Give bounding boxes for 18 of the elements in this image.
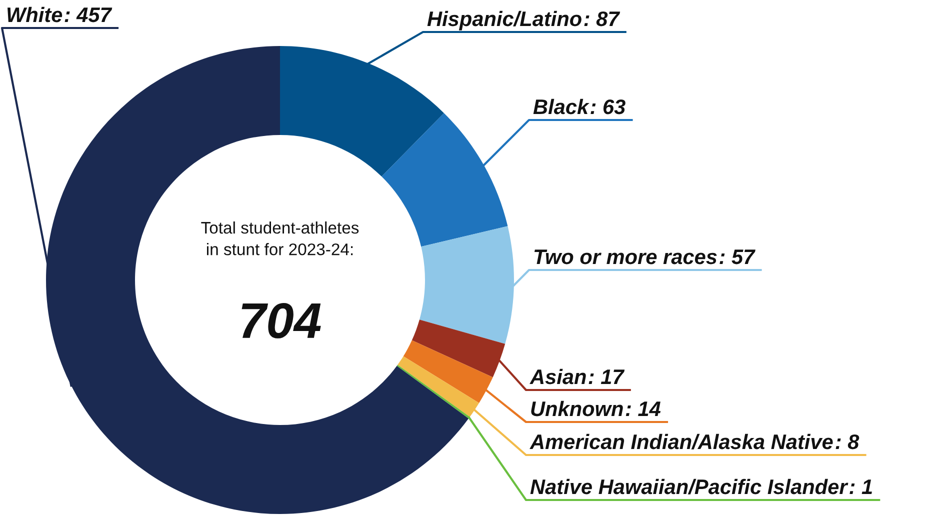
slice-label: Asian [530, 368, 586, 384]
data-label: : 457 [64, 8, 112, 22]
data-label: : 1 [850, 480, 872, 494]
text: Total student-athletes in stunt for 2023-24: [201, 221, 359, 256]
slice-label: American Indian/Alaska Native [530, 434, 833, 450]
text: 704 [242, 303, 321, 338]
data-label: : 14 [626, 402, 661, 416]
data-label: : 87 [584, 11, 620, 26]
slice-label: Hispanic/Latino [427, 10, 582, 30]
data-label: : 17 [588, 370, 625, 384]
slice-label: Unknown [531, 400, 623, 416]
slice-label: Two or more races [534, 250, 717, 264]
data-label: : 8 [836, 434, 860, 450]
slice-label: Black [533, 98, 590, 114]
slice-label: Native Hawaiian/Pacific Islander [530, 478, 848, 494]
data-label: : 63 [590, 99, 626, 114]
slice-label: White [8, 6, 62, 22]
data-label: : 57 [720, 250, 756, 264]
